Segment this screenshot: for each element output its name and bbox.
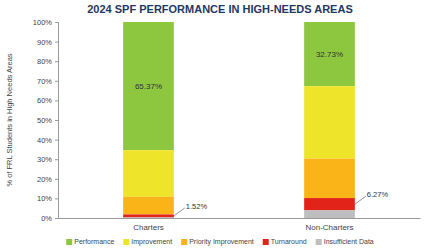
bar-segment: [304, 210, 355, 218]
legend-label: Priority Improvement: [189, 238, 254, 246]
legend-swatch: [181, 239, 187, 245]
y-axis-title: % of FRL Students in High Needs Areas: [5, 53, 14, 186]
legend-item: Turnaround: [263, 238, 307, 245]
y-tick-label: 100%: [33, 18, 53, 27]
y-tick-label: 60%: [37, 96, 52, 105]
bar-segment: [304, 159, 355, 198]
y-axis: 0% 10% 20% 30% 40% 50% 60% 70% 80% 90% 100%: [33, 18, 59, 223]
y-tick-label: 70%: [37, 77, 52, 86]
x-axis-line: [59, 218, 421, 219]
x-tick: Charters: [133, 218, 164, 232]
legend-item: Insufficient Data: [316, 238, 374, 245]
y-tick: 50%: [37, 116, 58, 125]
x-tick-label: Non-Charters: [305, 223, 353, 232]
legend-swatch: [123, 239, 129, 245]
label-leader: [174, 208, 185, 216]
legend-label: Turnaround: [271, 238, 307, 245]
plot-area: 0% 10% 20% 30% 40% 50% 60% 70% 80% 90% 100% Charter…: [33, 18, 421, 232]
data-label: 6.27%: [367, 190, 389, 199]
bars: [123, 22, 355, 218]
chart-svg: 2024 SPF PERFORMANCE IN HIGH-NEEDS AREAS…: [0, 0, 440, 248]
y-tick: 100%: [33, 18, 58, 27]
y-tick-label: 10%: [37, 194, 52, 203]
y-tick: 90%: [37, 38, 58, 47]
bar-segment: [123, 214, 174, 217]
y-tick-mark: [55, 22, 58, 23]
y-tick-label: 0%: [41, 214, 52, 223]
x-tick-label: Charters: [133, 223, 164, 232]
y-tick-mark: [55, 61, 58, 62]
y-tick-mark: [55, 218, 58, 219]
bar-segment: [123, 150, 174, 197]
y-tick-label: 80%: [37, 57, 52, 66]
x-tick: Non-Charters: [305, 218, 353, 232]
legend-item: Priority Improvement: [181, 238, 254, 246]
bar-segment: [304, 86, 355, 159]
y-axis-line: [55, 23, 59, 219]
data-labels: 65.37% 32.73% 1.52% 6.27%: [135, 50, 389, 216]
bar-segment: [123, 22, 174, 150]
legend-label: Performance: [74, 238, 114, 245]
bar-segment: [304, 22, 355, 86]
y-tick-mark: [55, 81, 58, 82]
y-tick-label: 20%: [37, 175, 52, 184]
bar-segment: [123, 217, 174, 218]
y-tick-mark: [55, 198, 58, 199]
data-label: 1.52%: [186, 202, 208, 211]
legend-item: Performance: [66, 238, 114, 245]
y-tick: 10%: [37, 194, 58, 203]
legend-label: Insufficient Data: [324, 238, 374, 245]
y-tick: 80%: [37, 57, 58, 66]
bar-segment: [304, 198, 355, 210]
y-tick-mark: [55, 140, 58, 141]
y-tick-mark: [55, 100, 58, 101]
y-tick-mark: [55, 42, 58, 43]
x-axis: Charters Non-Charters: [59, 218, 421, 232]
y-tick-label: 40%: [37, 136, 52, 145]
label-leader: [355, 196, 366, 204]
y-tick-mark: [55, 120, 58, 121]
y-tick: 70%: [37, 77, 58, 86]
y-tick-label: 30%: [37, 155, 52, 164]
y-tick-label: 50%: [37, 116, 52, 125]
legend-label: Improvement: [131, 238, 172, 246]
y-tick: 20%: [37, 175, 58, 184]
y-tick-mark: [55, 179, 58, 180]
legend-swatch: [316, 239, 322, 245]
legend-item: Improvement: [123, 238, 172, 246]
legend: Performance Improvement Priority Improveme…: [66, 238, 374, 246]
legend-swatch: [263, 239, 269, 245]
bar-segment: [123, 197, 174, 215]
y-tick: 40%: [37, 136, 58, 145]
data-label: 32.73%: [316, 50, 343, 59]
chart-title: 2024 SPF PERFORMANCE IN HIGH-NEEDS AREAS: [87, 3, 352, 15]
y-tick-mark: [55, 159, 58, 160]
legend-swatch: [66, 239, 72, 245]
chart-container: 2024 SPF PERFORMANCE IN HIGH-NEEDS AREAS…: [0, 0, 440, 248]
y-tick: 0%: [41, 214, 58, 223]
data-label: 65.37%: [135, 82, 162, 91]
y-tick-label: 90%: [37, 38, 52, 47]
y-tick: 60%: [37, 96, 58, 105]
y-tick: 30%: [37, 155, 58, 164]
